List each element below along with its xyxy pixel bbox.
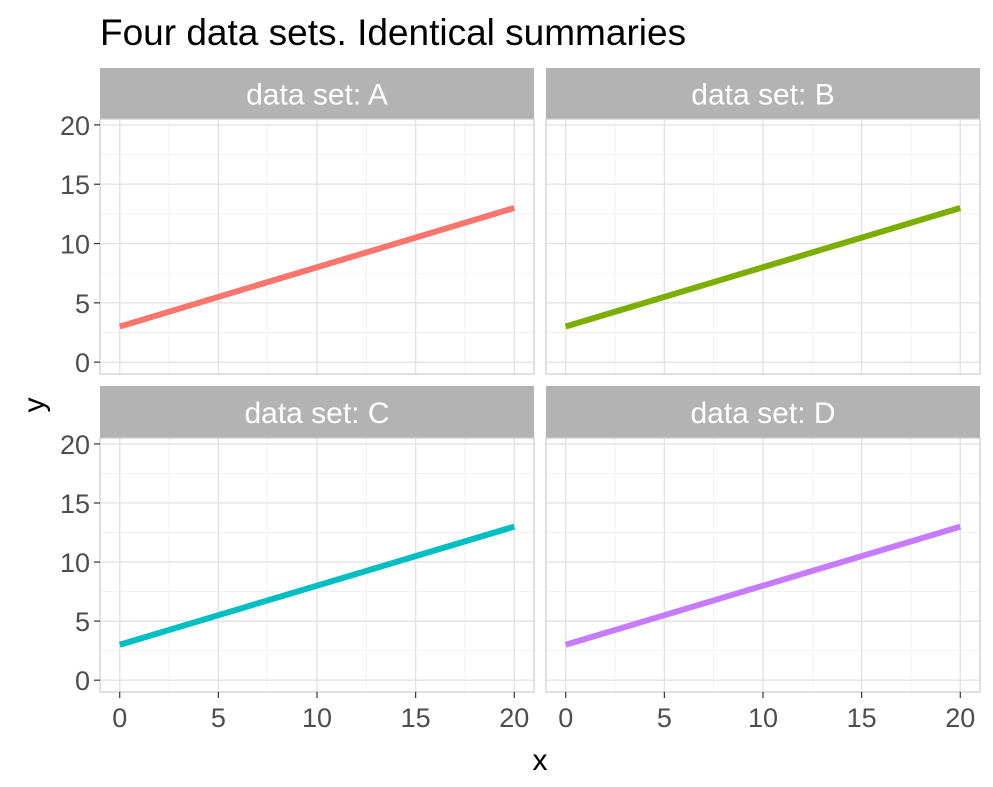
series-line-b	[564, 205, 962, 330]
y-tick-label: 10	[60, 230, 90, 260]
x-tick-label: 5	[211, 703, 226, 733]
y-tick-label: 10	[60, 548, 90, 578]
x-tick-label: 5	[657, 703, 672, 733]
strip-label-d: data set: D	[690, 397, 835, 430]
y-tick-label: 5	[75, 607, 90, 637]
facet-panels: data set: A 0 5 10 15 20 data set: B data set: …	[60, 68, 981, 733]
x-tick-label: 15	[847, 703, 877, 733]
strip-d	[546, 386, 980, 438]
chart-title: Four data sets. Identical summaries	[100, 12, 686, 53]
strip-b	[546, 68, 980, 119]
series-line-d	[564, 523, 962, 648]
y-tick-label: 5	[75, 289, 90, 319]
x-axis-title: x	[533, 744, 548, 777]
strip-label-b: data set: B	[691, 79, 834, 112]
panel-d: data set: D 0 5 10 15 20	[545, 386, 981, 733]
y-tick-label: 0	[75, 666, 90, 696]
x-tick-label: 10	[302, 703, 332, 733]
y-axis-title: y	[18, 398, 51, 413]
panel-b: data set: B	[545, 68, 981, 375]
y-tick-label: 15	[60, 170, 90, 200]
x-tick-label: 20	[499, 703, 529, 733]
strip-label-c: data set: C	[244, 397, 389, 430]
x-tick-label: 0	[558, 703, 573, 733]
strip-c	[100, 386, 534, 438]
panel-c: data set: C 0 5 10 15 20 0 5 10 15 20	[60, 386, 535, 733]
strip-a	[100, 68, 534, 119]
x-tick-label: 20	[945, 703, 975, 733]
y-tick-label: 0	[75, 348, 90, 378]
x-tick-label: 10	[748, 703, 778, 733]
x-tick-label: 15	[401, 703, 431, 733]
strip-label-a: data set: A	[246, 79, 388, 112]
panel-border	[99, 118, 535, 375]
y-tick-label: 20	[60, 430, 90, 460]
x-tick-label: 0	[112, 703, 127, 733]
y-tick-label: 15	[60, 489, 90, 519]
panel-border	[545, 118, 981, 375]
series-line-a	[118, 205, 516, 330]
y-tick-label: 20	[60, 111, 90, 141]
series-line-c	[118, 523, 516, 648]
panel-a: data set: A 0 5 10 15 20	[60, 68, 535, 378]
